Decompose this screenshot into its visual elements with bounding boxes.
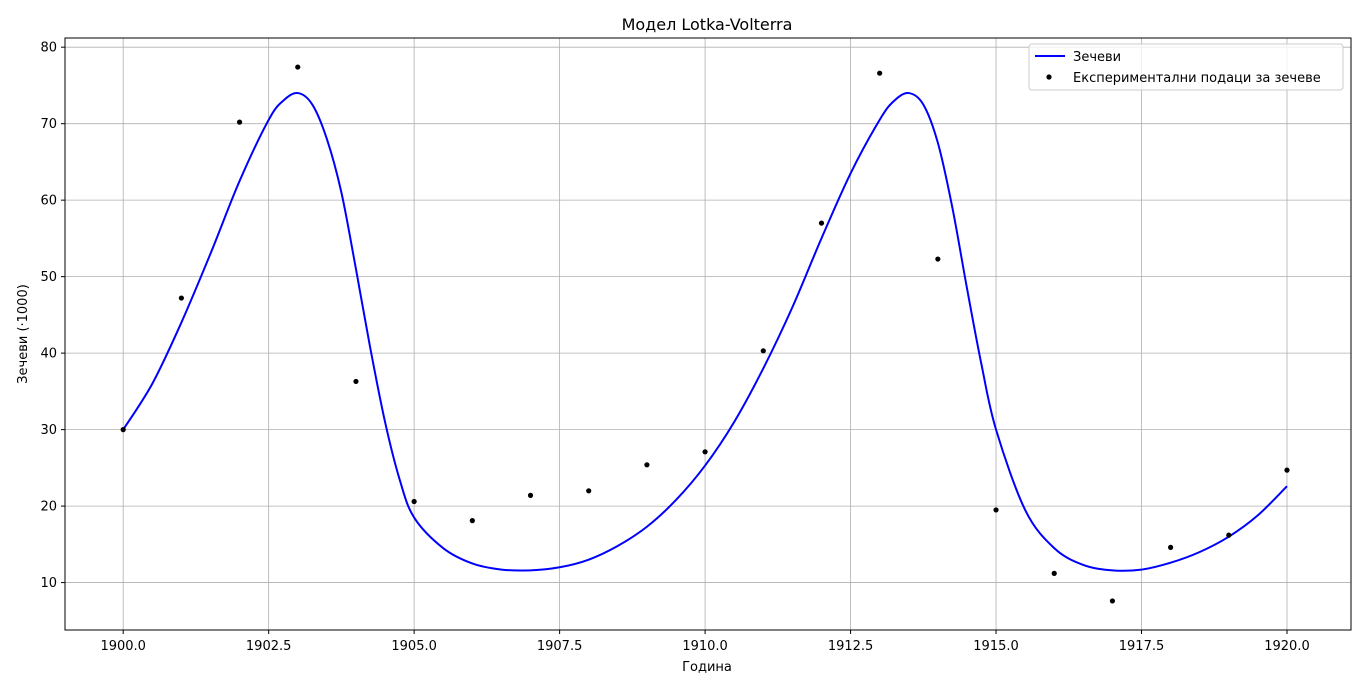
axes-frame <box>64 37 1352 631</box>
data-point <box>644 462 650 468</box>
y-tick-label: 60 <box>40 194 57 209</box>
plot-area <box>120 64 1290 604</box>
legend: Зечеви Експериментални подаци за зечеве <box>1028 43 1344 91</box>
x-tick-label: 1915.0 <box>973 639 1019 654</box>
grid-lines <box>65 38 1351 630</box>
data-point <box>1284 467 1290 473</box>
data-point <box>993 507 999 513</box>
x-axis-ticks: 1900.0 1902.5 1905.0 1907.5 1910.0 1912.5 1915… <box>100 630 1310 654</box>
y-axis-ticks: 10 20 30 40 50 60 70 80 <box>40 41 65 591</box>
y-tick-label: 20 <box>40 500 57 515</box>
chart-title: Модел Lotka-Volterra <box>622 15 793 34</box>
x-tick-label: 1907.5 <box>537 639 583 654</box>
data-point <box>586 488 592 494</box>
y-tick-label: 70 <box>40 117 57 132</box>
x-tick-label: 1900.0 <box>100 639 146 654</box>
data-point <box>353 378 359 385</box>
data-point <box>469 518 475 524</box>
x-tick-label: 1902.5 <box>246 639 292 654</box>
data-point <box>527 492 534 498</box>
y-tick-label: 50 <box>40 270 57 285</box>
data-point <box>295 64 301 70</box>
x-tick-label: 1917.5 <box>1119 639 1165 654</box>
data-point <box>120 427 126 433</box>
legend-scatter-swatch <box>1046 74 1052 80</box>
data-point <box>236 119 243 125</box>
y-tick-label: 10 <box>40 576 57 591</box>
legend-box <box>1028 43 1344 91</box>
x-tick-label: 1905.0 <box>391 639 437 654</box>
data-point <box>702 449 708 455</box>
y-tick-label: 30 <box>40 423 57 438</box>
x-tick-label: 1910.0 <box>682 639 728 654</box>
y-tick-label: 80 <box>40 41 57 56</box>
data-point <box>411 498 417 505</box>
data-point <box>1226 532 1232 538</box>
y-axis-label: Зечеви (·1000) <box>16 284 31 384</box>
x-tick-label: 1912.5 <box>828 639 874 654</box>
data-point <box>818 220 825 226</box>
data-point <box>1051 570 1057 577</box>
data-point <box>877 70 883 76</box>
data-point <box>1168 544 1174 550</box>
data-point <box>760 348 766 354</box>
x-axis-label: Година <box>682 660 732 675</box>
series-line-zecevi <box>122 92 1288 572</box>
y-tick-label: 40 <box>40 347 57 362</box>
legend-label-scatter: Експериментални подаци за зечеве <box>1073 71 1321 86</box>
data-point <box>178 295 184 301</box>
x-tick-label: 1920.0 <box>1264 639 1310 654</box>
legend-label-line: Зечеви <box>1073 50 1121 65</box>
data-point <box>935 256 941 262</box>
data-point <box>1109 598 1116 604</box>
